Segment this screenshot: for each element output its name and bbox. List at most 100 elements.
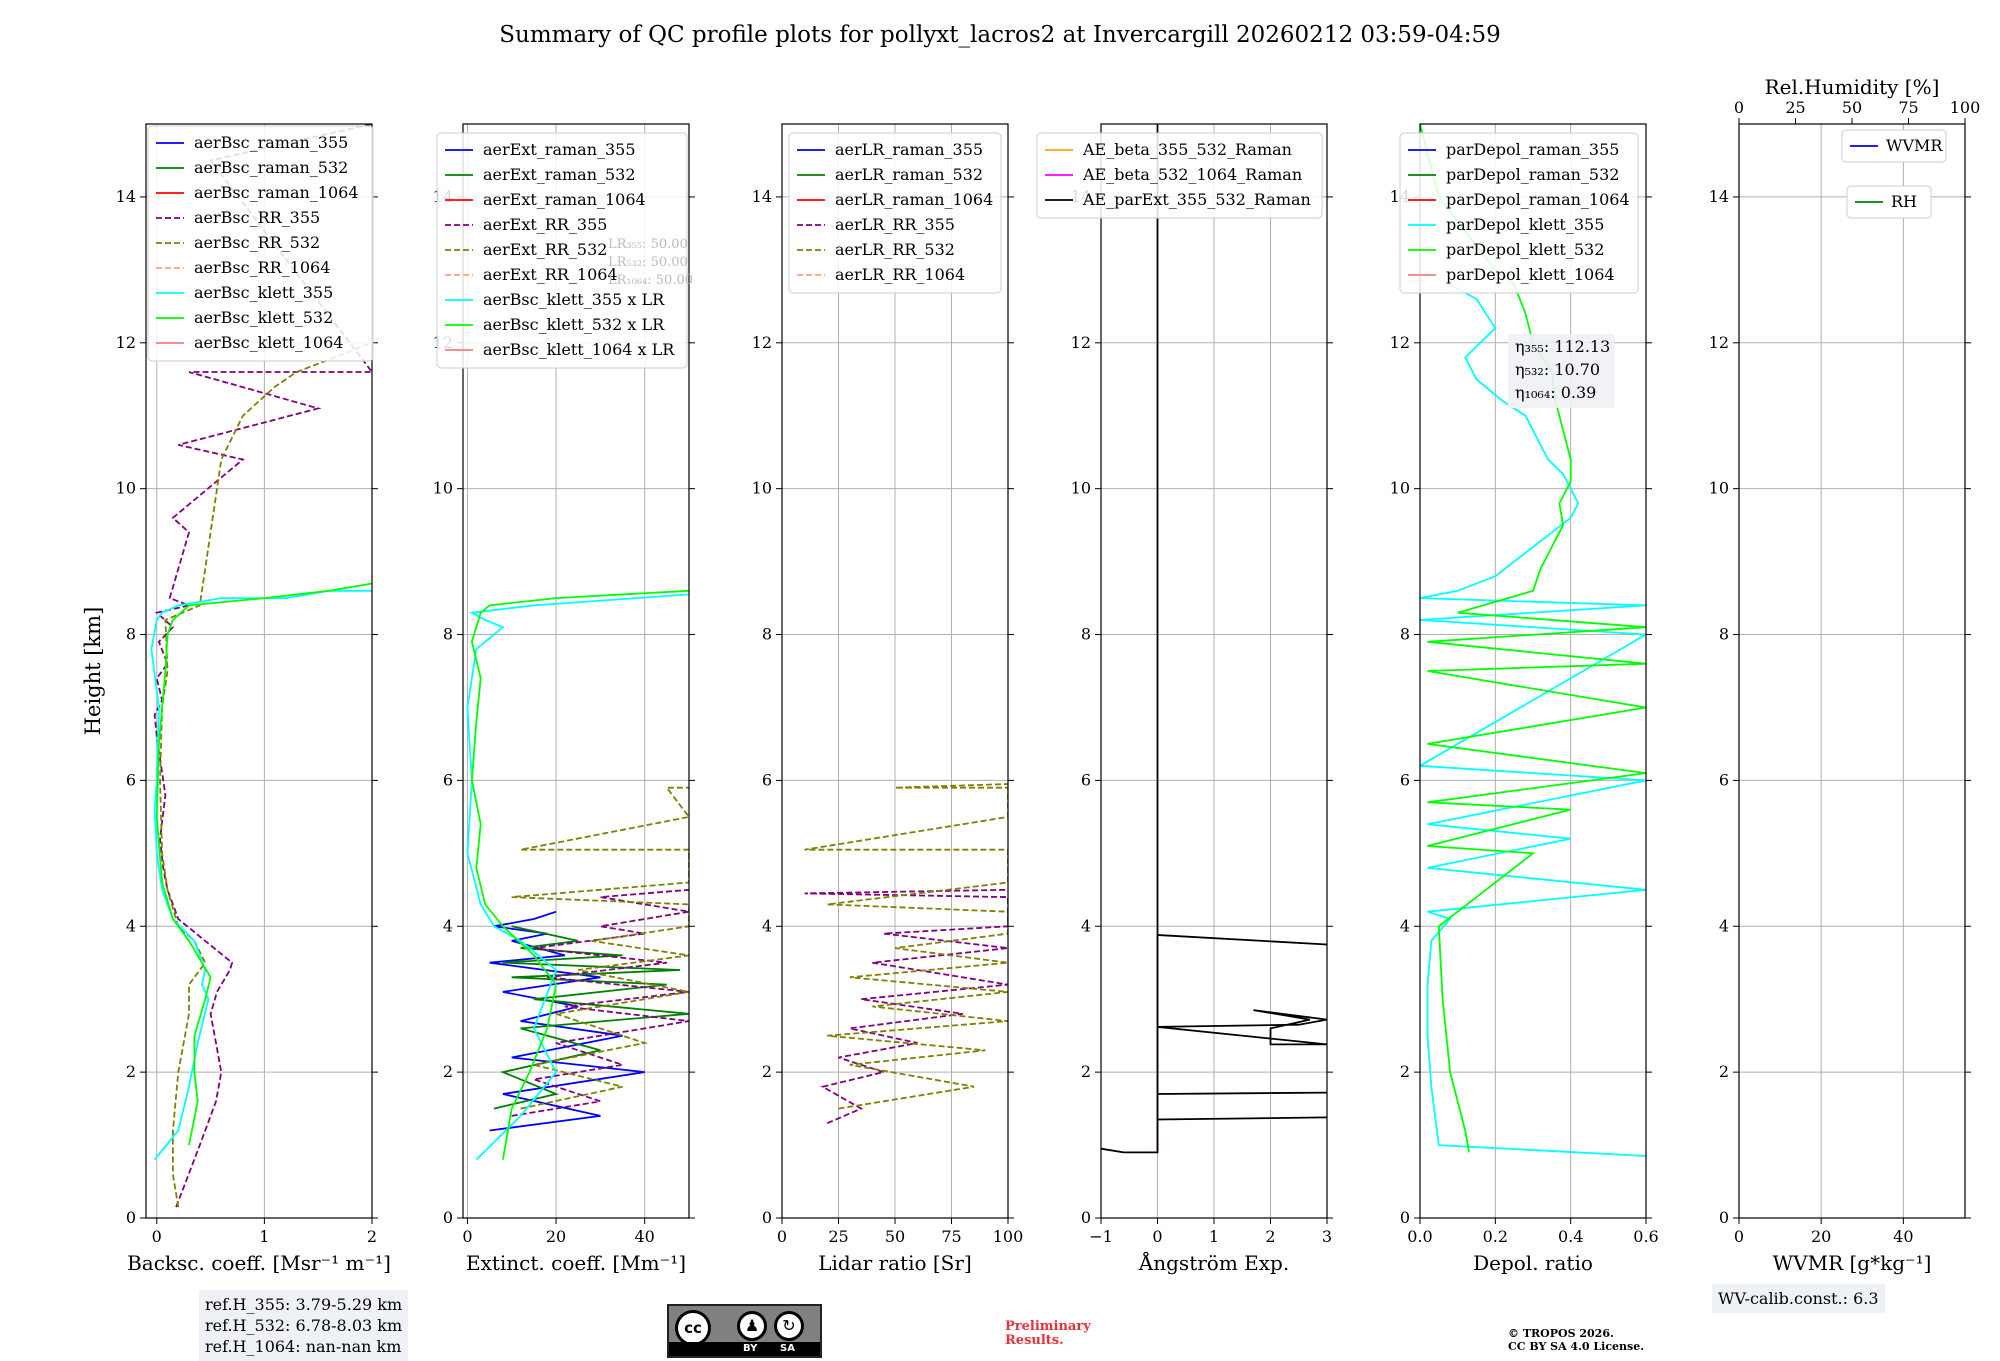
- legend-label: aerBsc_RR_355: [194, 208, 320, 227]
- legend: aerBsc_raman_355 aerBsc_raman_532 aerBsc_r…: [147, 125, 374, 362]
- series-aerBsc_klett_532 x LR: [470, 589, 689, 1160]
- panel-ext: 0204002468101214Extinct. coeff. [Mm⁻¹]ae…: [433, 123, 695, 1275]
- legend-label: aerBsc_raman_532: [194, 158, 348, 177]
- eta-value: η₁₀₆₄: 0.39: [1515, 383, 1596, 402]
- y-axis-label: Height [km]: [81, 607, 105, 736]
- legend-rh: RH: [1846, 185, 1932, 219]
- y-tick-label: 10: [433, 479, 453, 498]
- legend-box: [1841, 129, 1947, 163]
- y-tick-label: 8: [1719, 625, 1729, 644]
- legend-label: aerBsc_RR_1064: [194, 258, 330, 277]
- cc-by-label: BY: [743, 1343, 758, 1354]
- x-tick-label: 2: [1265, 1227, 1275, 1246]
- x-axis-label: Ångström Exp.: [1138, 1250, 1289, 1275]
- copyright-note: © TROPOS 2026. CC BY SA 4.0 License.: [1508, 1327, 1644, 1353]
- x-tick-label: 20: [546, 1227, 566, 1246]
- legend-label: aerBsc_klett_1064 x LR: [483, 340, 675, 359]
- preliminary-line-1: Preliminary: [1005, 1319, 1091, 1334]
- legend-label: aerBsc_raman_355: [194, 133, 348, 152]
- y-tick-label: 14: [1709, 187, 1729, 206]
- y-tick-label: 10: [1390, 479, 1410, 498]
- y-tick-label: 10: [1709, 479, 1729, 498]
- legend-box: [1036, 132, 1323, 219]
- y-tick-label: 12: [1709, 333, 1729, 352]
- eta-info-box: η₃₅₅: 112.13 η₅₃₂: 10.70 η₁₀₆₄: 0.39: [1508, 334, 1614, 408]
- y-tick-label: 2: [1719, 1062, 1729, 1081]
- y-tick-label: 0: [126, 1208, 136, 1227]
- y-tick-label: 8: [1081, 625, 1091, 644]
- x-tick-label: 40: [1893, 1227, 1913, 1246]
- legend-label: WVMR: [1886, 136, 1943, 155]
- legend-box: [1399, 132, 1639, 294]
- legend: parDepol_raman_355 parDepol_raman_532 parD…: [1399, 132, 1639, 294]
- cc-icon: cc: [675, 1310, 711, 1346]
- legend-label: AE_beta_532_1064_Raman: [1082, 165, 1302, 184]
- x-tick-label: 0.0: [1407, 1227, 1432, 1246]
- legend-label: aerLR_RR_532: [835, 240, 955, 259]
- y-tick-label: 2: [443, 1062, 453, 1081]
- x-tick-label: 0: [777, 1227, 787, 1246]
- y-tick-label: 0: [1081, 1208, 1091, 1227]
- legend-label: AE_parExt_355_532_Raman: [1082, 190, 1311, 209]
- x-axis-label: Backsc. coeff. [Msr⁻¹ m⁻¹]: [127, 1251, 391, 1275]
- legend-label: aerBsc_raman_1064: [194, 183, 359, 202]
- y-tick-label: 10: [752, 479, 772, 498]
- ref-height-1064: ref.H_1064: nan-nan km: [205, 1337, 402, 1356]
- x-tick-label: 1: [259, 1227, 269, 1246]
- y-tick-label: 8: [443, 625, 453, 644]
- x-tick-label: −1: [1089, 1227, 1113, 1246]
- panel-ae: −1012302468101214Ångström Exp.AE_beta_35…: [1036, 123, 1333, 1275]
- series-aerExt_RR_532: [511, 786, 689, 1110]
- legend-label: aerBsc_klett_532 x LR: [483, 315, 665, 334]
- y-tick-label: 2: [1081, 1062, 1091, 1081]
- y-tick-label: 6: [126, 770, 136, 789]
- y-tick-label: 10: [1071, 479, 1091, 498]
- series-aerBsc_RR_532: [159, 341, 372, 1208]
- legend-label: aerLR_raman_1064: [835, 190, 993, 209]
- legend-label: aerLR_raman_355: [835, 140, 983, 159]
- series-group: [150, 124, 372, 1208]
- preliminary-note: Preliminary Results.: [1005, 1320, 1091, 1348]
- eta-box: [1508, 334, 1614, 408]
- copyright-line-1: © TROPOS 2026.: [1508, 1327, 1614, 1340]
- y-tick-label: 12: [752, 333, 772, 352]
- ref-height-355: ref.H_355: 3.79-5.29 km: [205, 1295, 403, 1314]
- x-tick-label: 20: [1811, 1227, 1831, 1246]
- series-AE_parExt_355_532_Raman: [1101, 124, 1327, 1154]
- legend-label: aerExt_raman_532: [483, 165, 636, 184]
- legend: aerLR_raman_355 aerLR_raman_532 aerLR_rama…: [788, 132, 1002, 294]
- series-aerBsc_klett_355 x LR: [466, 593, 689, 1161]
- legend-box: [436, 132, 688, 369]
- y-tick-label: 14: [752, 187, 772, 206]
- panel-depol: 0.00.20.40.602468101214Depol. ratioparDe…: [1390, 123, 1659, 1275]
- y-tick-label: 4: [126, 916, 136, 935]
- y-tick-label: 0: [762, 1208, 772, 1227]
- lr-info: LR₃₅₅: 50.00: [608, 237, 688, 252]
- y-tick-label: 4: [762, 916, 772, 935]
- figure-title: Summary of QC profile plots for pollyxt_…: [499, 22, 1501, 48]
- x-tick-label: 0: [152, 1227, 162, 1246]
- x-axis-label: WVMR [g*kg⁻¹]: [1773, 1251, 1932, 1275]
- legend-box: [147, 125, 374, 362]
- x-tick-label: 40: [635, 1227, 655, 1246]
- legend-label: aerExt_raman_355: [483, 140, 636, 159]
- legend-label: AE_beta_355_532_Raman: [1082, 140, 1292, 159]
- y-tick-label: 2: [126, 1062, 136, 1081]
- x-tick-label: 25: [828, 1227, 848, 1246]
- legend-label: aerLR_RR_355: [835, 215, 955, 234]
- share-icon: ↻: [774, 1311, 804, 1341]
- x-tick-label: 100: [993, 1227, 1024, 1246]
- wv-calib-const: WV-calib.const.: 6.3: [1718, 1289, 1879, 1308]
- x-tick-label: 75: [941, 1227, 961, 1246]
- series-aerExt_raman_355: [489, 910, 645, 1132]
- axes-frame: [1419, 123, 1647, 1219]
- y-tick-label: 14: [116, 187, 136, 206]
- ref-height-532: ref.H_532: 6.78-8.03 km: [205, 1316, 403, 1335]
- legend-label: parDepol_klett_355: [1446, 215, 1604, 234]
- y-tick-label: 2: [1400, 1062, 1410, 1081]
- legend-label: aerLR_raman_532: [835, 165, 983, 184]
- legend-label: RH: [1891, 192, 1917, 211]
- y-tick-label: 0: [443, 1208, 453, 1227]
- top-x-tick-label: 0: [1734, 98, 1744, 117]
- axes-frame: [462, 123, 690, 1219]
